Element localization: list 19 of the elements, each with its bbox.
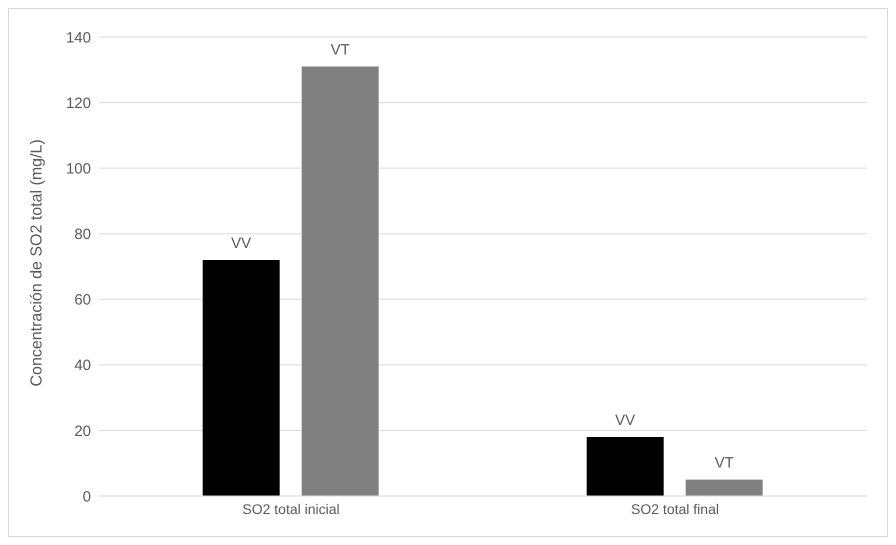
y-tick-label: 40 (74, 357, 91, 374)
x-tick-label: SO2 total inicial (242, 500, 340, 517)
y-tick-label: 0 (82, 488, 91, 506)
bar (202, 260, 280, 496)
x-tick-label: SO2 total final (631, 500, 719, 517)
y-tick-label: 100 (66, 160, 91, 178)
y-tick-label: 20 (74, 422, 91, 440)
bar (302, 66, 379, 496)
bar (586, 436, 664, 496)
y-tick-label: 140 (66, 29, 91, 46)
bar (686, 480, 763, 496)
y-tick-label: 80 (74, 226, 91, 244)
text: VV (615, 412, 636, 429)
y-tick-label: 60 (74, 292, 91, 309)
series-label: VV (231, 234, 252, 252)
series-label: VT (330, 42, 350, 59)
text: VT (714, 454, 734, 472)
y-tick-label: 120 (66, 94, 91, 112)
y-axis-title: Concentración de SO2 total (mg/L) (28, 139, 46, 386)
